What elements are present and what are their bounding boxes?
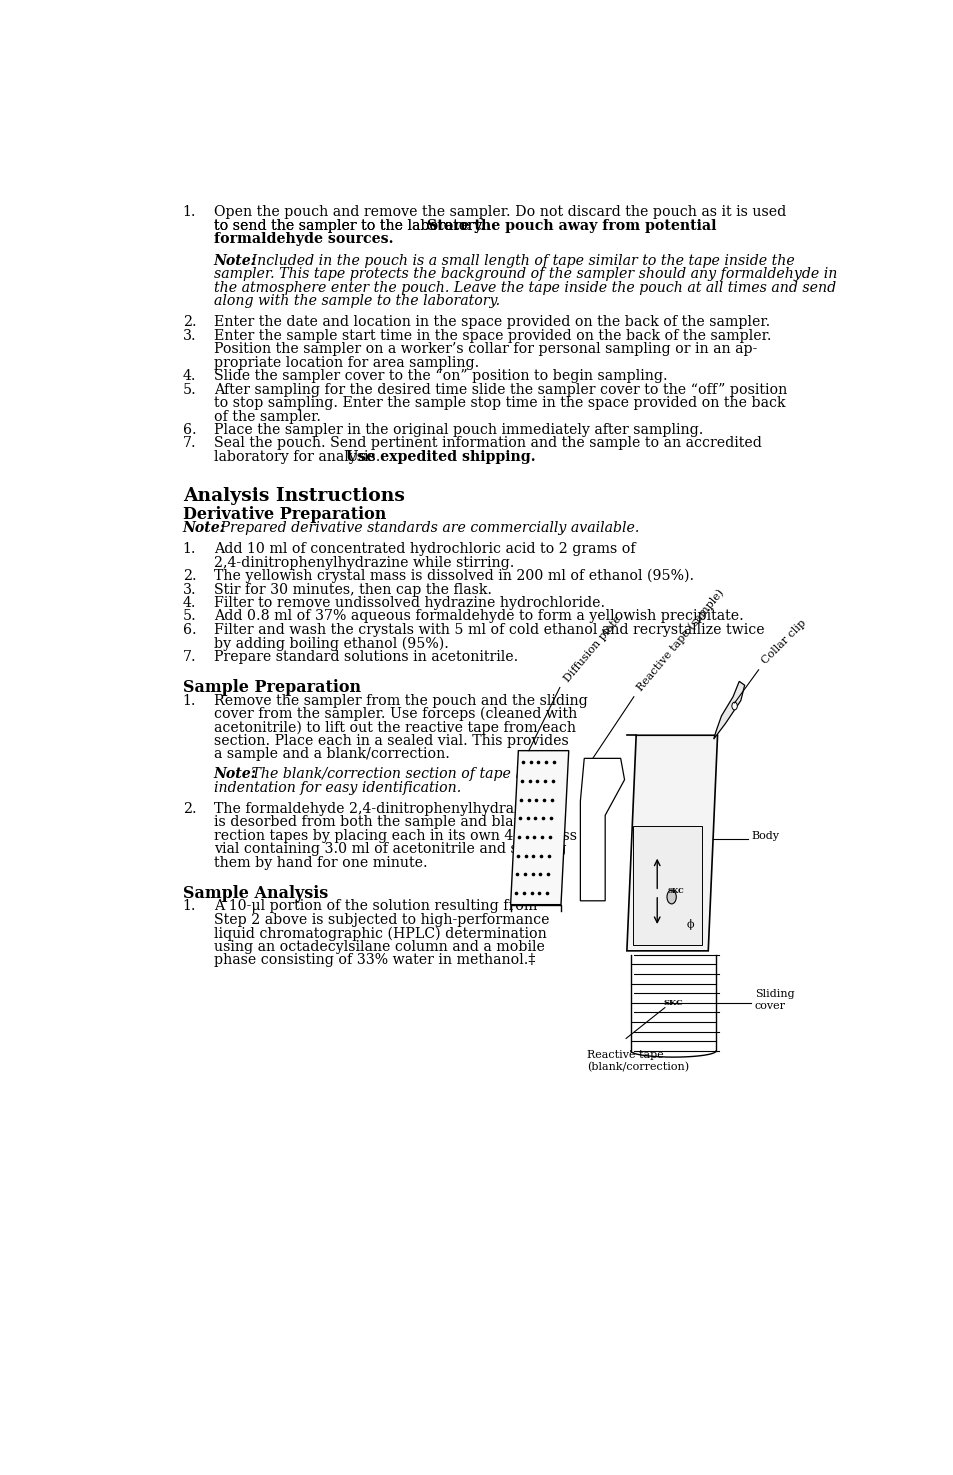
Text: 1.: 1. xyxy=(183,900,196,913)
Text: 7.: 7. xyxy=(183,437,196,450)
Text: Filter and wash the crystals with 5 ml of cold ethanol and recrystallize twice: Filter and wash the crystals with 5 ml o… xyxy=(213,622,763,637)
Text: Diffusion plate: Diffusion plate xyxy=(561,614,622,683)
Text: vial containing 3.0 ml of acetonitrile and shaking: vial containing 3.0 ml of acetonitrile a… xyxy=(213,842,566,855)
Ellipse shape xyxy=(666,889,676,904)
Text: Open the pouch and remove the sampler. Do not discard the pouch as it is used: Open the pouch and remove the sampler. D… xyxy=(213,205,785,220)
Polygon shape xyxy=(713,681,744,739)
Text: 2.: 2. xyxy=(183,316,196,329)
Text: 2.: 2. xyxy=(183,802,196,816)
Text: Place the sampler in the original pouch immediately after sampling.: Place the sampler in the original pouch … xyxy=(213,423,702,437)
Text: is desorbed from both the sample and blank/cor-: is desorbed from both the sample and bla… xyxy=(213,816,563,829)
Text: a sample and a blank/correction.: a sample and a blank/correction. xyxy=(213,748,449,761)
Text: Prepare standard solutions in acetonitrile.: Prepare standard solutions in acetonitri… xyxy=(213,650,517,664)
Text: Remove the sampler from the pouch and the sliding: Remove the sampler from the pouch and th… xyxy=(213,693,587,708)
Text: to stop sampling. Enter the sample stop time in the space provided on the back: to stop sampling. Enter the sample stop … xyxy=(213,397,784,410)
Text: along with the sample to the laboratory.: along with the sample to the laboratory. xyxy=(213,294,499,308)
Text: Prepared derivative standards are commercially available.: Prepared derivative standards are commer… xyxy=(216,521,639,535)
Text: 1.: 1. xyxy=(183,693,196,708)
Text: Note:: Note: xyxy=(213,767,256,782)
Text: 1.: 1. xyxy=(183,543,196,556)
Text: ϕ: ϕ xyxy=(686,919,694,931)
Text: propriate location for area sampling.: propriate location for area sampling. xyxy=(213,355,478,370)
Text: SKC: SKC xyxy=(667,888,683,895)
Text: 3.: 3. xyxy=(183,583,196,596)
Polygon shape xyxy=(579,758,624,901)
Text: formaldehyde sources.: formaldehyde sources. xyxy=(213,233,393,246)
Text: 4.: 4. xyxy=(183,369,196,384)
Text: rection tapes by placing each in its own 4-ml glass: rection tapes by placing each in its own… xyxy=(213,829,577,842)
Text: laboratory for analysis.: laboratory for analysis. xyxy=(213,450,384,465)
Text: Add 0.8 ml of 37% aqueous formaldehyde to form a yellowish precipitate.: Add 0.8 ml of 37% aqueous formaldehyde t… xyxy=(213,609,742,624)
Text: Step 2 above is subjected to high-performance: Step 2 above is subjected to high-perfor… xyxy=(213,913,549,926)
Text: to send the sampler to the laboratory.: to send the sampler to the laboratory. xyxy=(213,218,489,233)
Text: Derivative Preparation: Derivative Preparation xyxy=(183,506,386,524)
Text: 5.: 5. xyxy=(183,609,196,624)
Text: 4.: 4. xyxy=(183,596,196,611)
Text: Position the sampler on a worker’s collar for personal sampling or in an ap-: Position the sampler on a worker’s colla… xyxy=(213,342,757,355)
Text: The formaldehyde 2,4-dinitrophenylhydrazone: The formaldehyde 2,4-dinitrophenylhydraz… xyxy=(213,802,547,816)
Text: 2,4-dinitrophenylhydrazine while stirring.: 2,4-dinitrophenylhydrazine while stirrin… xyxy=(213,556,514,569)
Text: Sample Preparation: Sample Preparation xyxy=(183,678,360,696)
Text: indentation for easy identification.: indentation for easy identification. xyxy=(213,780,460,795)
Text: 6.: 6. xyxy=(183,423,196,437)
Text: of the sampler.: of the sampler. xyxy=(213,410,320,423)
Text: 1.: 1. xyxy=(183,205,196,220)
Text: Use expedited shipping.: Use expedited shipping. xyxy=(346,450,536,465)
Text: Body: Body xyxy=(751,830,779,841)
Ellipse shape xyxy=(731,702,737,709)
Text: to send the sampler to the laboratory.: to send the sampler to the laboratory. xyxy=(213,218,489,233)
Text: Sliding
cover: Sliding cover xyxy=(754,988,794,1010)
Text: 7.: 7. xyxy=(183,650,196,664)
Text: them by hand for one minute.: them by hand for one minute. xyxy=(213,855,427,870)
Text: the atmosphere enter the pouch. Leave the tape inside the pouch at all times and: the atmosphere enter the pouch. Leave th… xyxy=(213,280,835,295)
Text: Enter the sample start time in the space provided on the back of the sampler.: Enter the sample start time in the space… xyxy=(213,329,770,342)
Text: phase consisting of 33% water in methanol.‡: phase consisting of 33% water in methano… xyxy=(213,953,535,968)
Text: Analysis Instructions: Analysis Instructions xyxy=(183,487,404,504)
Text: Slide the sampler cover to the “on” position to begin sampling.: Slide the sampler cover to the “on” posi… xyxy=(213,369,667,384)
Text: by adding boiling ethanol (95%).: by adding boiling ethanol (95%). xyxy=(213,636,448,650)
Text: 2.: 2. xyxy=(183,569,196,583)
Text: After sampling for the desired time slide the sampler cover to the “off” positio: After sampling for the desired time slid… xyxy=(213,382,786,397)
Text: The blank/correction section of tape has an: The blank/correction section of tape has… xyxy=(247,767,561,782)
Text: 3.: 3. xyxy=(183,329,196,342)
Text: Reactive tape (sample): Reactive tape (sample) xyxy=(635,587,726,693)
Text: section. Place each in a sealed vial. This provides: section. Place each in a sealed vial. Th… xyxy=(213,735,568,748)
Text: cover from the sampler. Use forceps (cleaned with: cover from the sampler. Use forceps (cle… xyxy=(213,707,577,721)
Text: Add 10 ml of concentrated hydrochloric acid to 2 grams of: Add 10 ml of concentrated hydrochloric a… xyxy=(213,543,635,556)
Text: sampler. This tape protects the background of the sampler should any formaldehyd: sampler. This tape protects the backgrou… xyxy=(213,267,837,282)
Text: The yellowish crystal mass is dissolved in 200 ml of ethanol (95%).: The yellowish crystal mass is dissolved … xyxy=(213,569,693,584)
Polygon shape xyxy=(626,735,717,951)
Text: Seal the pouch. Send pertinent information and the sample to an accredited: Seal the pouch. Send pertinent informati… xyxy=(213,437,760,450)
Polygon shape xyxy=(510,751,568,904)
Text: Sample Analysis: Sample Analysis xyxy=(183,885,328,901)
Text: Note:: Note: xyxy=(183,521,226,535)
Text: Store the pouch away from potential: Store the pouch away from potential xyxy=(427,218,716,233)
Text: SKC: SKC xyxy=(662,999,682,1007)
Text: 5.: 5. xyxy=(183,382,196,397)
Text: Collar clip: Collar clip xyxy=(760,618,807,665)
Text: Enter the date and location in the space provided on the back of the sampler.: Enter the date and location in the space… xyxy=(213,316,769,329)
Text: Included in the pouch is a small length of tape similar to the tape inside the: Included in the pouch is a small length … xyxy=(247,254,794,267)
Text: 6.: 6. xyxy=(183,622,196,637)
Text: Reactive tape
(blank/correction): Reactive tape (blank/correction) xyxy=(587,1050,689,1072)
Bar xyxy=(633,826,701,944)
Text: Filter to remove undissolved hydrazine hydrochloride.: Filter to remove undissolved hydrazine h… xyxy=(213,596,604,611)
Text: acetonitrile) to lift out the reactive tape from each: acetonitrile) to lift out the reactive t… xyxy=(213,720,576,735)
Text: using an octadecylsilane column and a mobile: using an octadecylsilane column and a mo… xyxy=(213,940,544,954)
Text: Stir for 30 minutes, then cap the flask.: Stir for 30 minutes, then cap the flask. xyxy=(213,583,492,596)
Text: liquid chromatographic (HPLC) determination: liquid chromatographic (HPLC) determinat… xyxy=(213,926,546,941)
Text: A 10-μl portion of the solution resulting from: A 10-μl portion of the solution resultin… xyxy=(213,900,537,913)
Text: Note:: Note: xyxy=(213,254,256,267)
